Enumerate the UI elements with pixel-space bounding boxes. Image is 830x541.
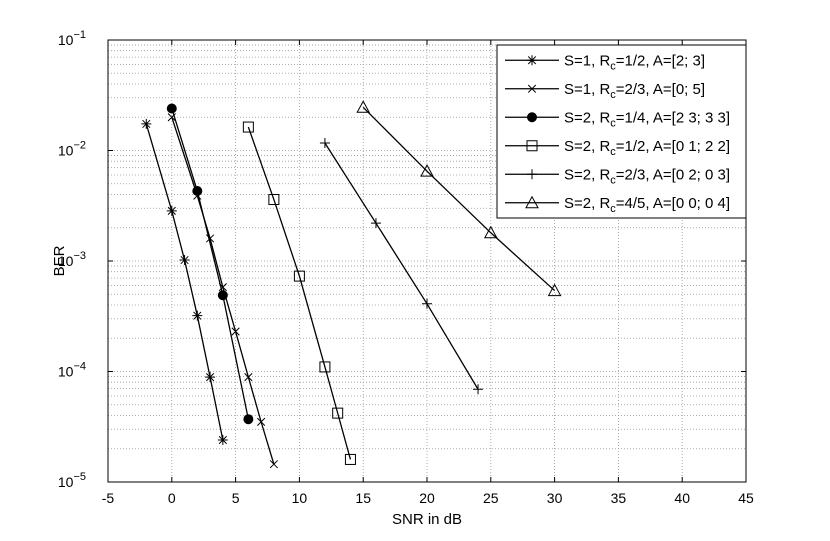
marker <box>192 310 203 321</box>
marker <box>370 218 381 229</box>
legend-marker <box>527 112 537 123</box>
marker <box>192 186 203 197</box>
series-line <box>247 126 352 460</box>
y-tick-label: 10−2 <box>58 140 86 159</box>
legend-marker <box>527 169 537 180</box>
legend-label: S=2, Rc=4/5, A=[0 0; 0 4] <box>564 195 730 215</box>
marker <box>319 137 330 148</box>
marker <box>483 225 498 239</box>
x-tick-label: 30 <box>547 490 563 506</box>
marker <box>356 100 371 113</box>
marker <box>344 453 356 465</box>
y-tick-label: 10−1 <box>58 29 86 48</box>
marker <box>293 270 305 282</box>
x-tick-label: 45 <box>738 490 754 506</box>
marker <box>166 205 177 216</box>
marker <box>422 298 432 309</box>
legend-marker <box>527 84 537 93</box>
legend-marker <box>525 195 539 209</box>
series-line <box>145 123 224 441</box>
marker <box>332 407 344 419</box>
marker <box>242 121 254 133</box>
series-line <box>362 106 556 292</box>
x-axis-label: SNR in dB <box>392 511 462 528</box>
legend-label: S=1, Rc=1/2, A=[2; 3] <box>564 52 705 72</box>
marker <box>269 460 278 469</box>
marker <box>217 434 228 445</box>
marker <box>205 372 216 383</box>
y-tick-label: 10−3 <box>58 250 86 269</box>
marker <box>179 255 190 266</box>
x-tick-label: 25 <box>483 490 499 506</box>
y-tick-label: 10−4 <box>58 361 86 380</box>
series-line <box>324 142 479 390</box>
marker <box>141 118 152 129</box>
x-tick-label: -5 <box>102 490 115 506</box>
y-tick-label: 10−5 <box>58 471 86 490</box>
marker <box>268 194 280 206</box>
marker <box>319 361 331 373</box>
plot-frame <box>107 39 747 483</box>
marker <box>473 384 484 395</box>
marker <box>243 414 254 425</box>
x-tick-label: 35 <box>611 490 627 506</box>
marker <box>244 372 253 382</box>
marker <box>420 164 434 177</box>
marker <box>217 290 228 301</box>
x-tick-label: 40 <box>674 490 690 506</box>
marker <box>231 327 240 336</box>
legend-label: S=2, Rc=1/4, A=[2 3; 3 3] <box>564 109 730 129</box>
legend-box <box>496 44 747 219</box>
x-tick-label: 10 <box>292 490 308 506</box>
series-line <box>171 117 275 465</box>
marker <box>547 283 562 297</box>
legend-marker <box>527 55 537 66</box>
x-tick-label: 0 <box>168 490 176 506</box>
legend-label: S=2, Rc=2/3, A=[0 2; 0 3] <box>564 166 730 186</box>
series-line <box>171 108 249 420</box>
x-tick-label: 20 <box>419 490 435 506</box>
x-tick-label: 5 <box>232 490 240 506</box>
marker <box>205 234 215 243</box>
legend-label: S=2, Rc=1/2, A=[0 1; 2 2] <box>564 138 730 158</box>
marker <box>166 103 177 114</box>
legend-label: S=1, Rc=2/3, A=[0; 5] <box>564 81 705 101</box>
marker <box>257 417 266 426</box>
legend-marker <box>526 140 538 152</box>
x-tick-label: 15 <box>355 490 371 506</box>
y-axis-label: BER <box>51 245 68 276</box>
